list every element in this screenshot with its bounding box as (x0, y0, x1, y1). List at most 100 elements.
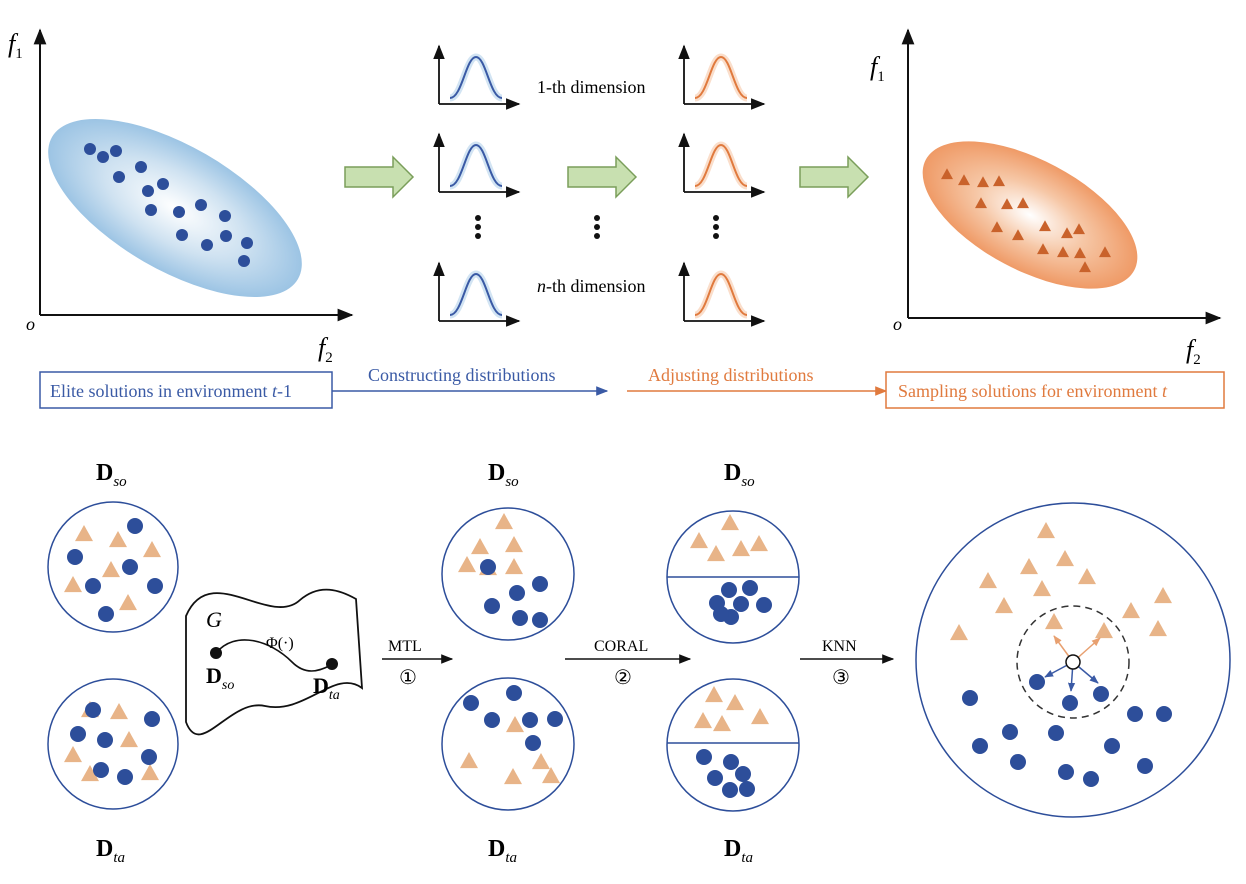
domain-circle-marker (70, 726, 86, 742)
source-triangle (495, 512, 513, 530)
dimension-distribution-plots (433, 44, 766, 327)
source-triangle (690, 531, 708, 549)
domain-circle-marker (532, 612, 548, 628)
domain-circle-marker (1127, 706, 1143, 722)
elite-dot (220, 230, 232, 242)
domain-circle-marker (1083, 771, 1099, 787)
source-triangle (75, 524, 93, 542)
domain-circle-marker (1062, 695, 1078, 711)
source-triangle (110, 702, 128, 720)
green-arrow-3 (799, 155, 870, 199)
merged-domain-circle (915, 502, 1231, 818)
domain-circle-marker (525, 735, 541, 751)
source-triangle (143, 540, 161, 558)
mini-gaussian-curve (694, 272, 748, 316)
sampling-solutions-label: Sampling solutions for environment t (898, 381, 1168, 401)
domain-circle-marker (1104, 738, 1120, 754)
green-arrow-2 (567, 155, 638, 199)
elite-dot (145, 204, 157, 216)
domain-circle-marker (1002, 724, 1018, 740)
elite-dot (157, 178, 169, 190)
left-origin-label: o (26, 314, 35, 334)
domain-circle-marker (1010, 754, 1026, 770)
first-dimension-label: 1-th dimension (537, 77, 646, 97)
source-triangle (1095, 621, 1113, 639)
sampled-triangle (1039, 220, 1051, 232)
sampled-solution-triangles (941, 168, 1111, 273)
source-triangle (460, 751, 478, 769)
source-triangle (458, 555, 476, 573)
domain-circle-marker (713, 606, 729, 622)
target-label-2: Dta (488, 836, 517, 866)
source-triangle (1056, 549, 1074, 567)
target-domain-circle-3 (666, 678, 800, 812)
source-triangle (732, 539, 750, 557)
right-objective-plot: f1 f2 o (870, 28, 1222, 368)
elite-dot (173, 206, 185, 218)
domain-circle-marker (962, 690, 978, 706)
sampled-triangle (993, 175, 1005, 187)
domain-circle-marker (484, 598, 500, 614)
target-domain-circle-2 (441, 677, 575, 811)
source-triangle (707, 544, 725, 562)
domain-circle-marker (722, 782, 738, 798)
domain-circle-marker (117, 769, 133, 785)
domain-circle-marker (1048, 725, 1064, 741)
manifold-name-label: G (206, 607, 222, 632)
elite-dot (113, 171, 125, 183)
source-triangle (694, 711, 712, 729)
source-triangle (120, 730, 138, 748)
mini-distribution-plot (433, 132, 521, 198)
domain-circle-marker (742, 580, 758, 596)
source-triangle (505, 535, 523, 553)
knn-neighborhood-circle (1016, 605, 1130, 719)
source-triangle (1149, 619, 1167, 637)
domain-circle-marker (735, 766, 751, 782)
target-domain-circle-1 (47, 678, 179, 810)
sampled-triangle (1061, 227, 1073, 239)
source-triangle (64, 745, 82, 763)
adjusting-label: Adjusting distributions (648, 365, 814, 385)
source-triangle (950, 623, 968, 641)
domain-circle-marker (85, 702, 101, 718)
domain-circle-marker (972, 738, 988, 754)
sampled-triangle (941, 168, 953, 180)
query-point (1065, 654, 1081, 670)
domain-circle-marker (1029, 674, 1045, 690)
elite-solutions-label: Elite solutions in environment t-1 (50, 381, 292, 401)
process-steps: Elite solutions in environment t-1 Const… (39, 365, 1225, 409)
elite-dot (142, 185, 154, 197)
domain-circle-marker (1058, 764, 1074, 780)
source-label-3: Dso (724, 460, 755, 490)
source-triangle (504, 767, 522, 785)
domain-circle-marker (147, 578, 163, 594)
source-triangle (64, 575, 82, 593)
sampled-triangle (1001, 198, 1013, 210)
elite-dot (110, 145, 122, 157)
elite-dot (195, 199, 207, 211)
mtl-step-number: ① (399, 667, 417, 689)
domain-circle-marker (484, 712, 500, 728)
domain-circle-marker (506, 685, 522, 701)
source-triangle (1020, 557, 1038, 575)
domain-circle-marker (93, 762, 109, 778)
domain-circle-marker (1093, 686, 1109, 702)
source-label-1: Dso (96, 460, 127, 490)
source-triangle (109, 530, 127, 548)
domain-circle-marker (733, 596, 749, 612)
source-triangle (471, 537, 489, 555)
elite-dot (97, 151, 109, 163)
source-triangle (995, 596, 1013, 614)
right-origin-label: o (893, 314, 902, 334)
domain-circle-marker (97, 732, 113, 748)
domain-circle-marker (532, 576, 548, 592)
sampling-solutions-box (885, 371, 1225, 409)
mini-gaussian-curve (694, 55, 748, 99)
mini-distribution-plot (433, 261, 521, 327)
left-y-axis-label: f1 (8, 29, 23, 62)
manifold-phi-label: Φ(·) (266, 635, 294, 652)
domain-circle-marker (723, 754, 739, 770)
manifold-mapping: G Φ(·) Dso Dta (185, 588, 364, 736)
ellipsis-dots (475, 215, 719, 239)
domain-circle-marker (721, 582, 737, 598)
